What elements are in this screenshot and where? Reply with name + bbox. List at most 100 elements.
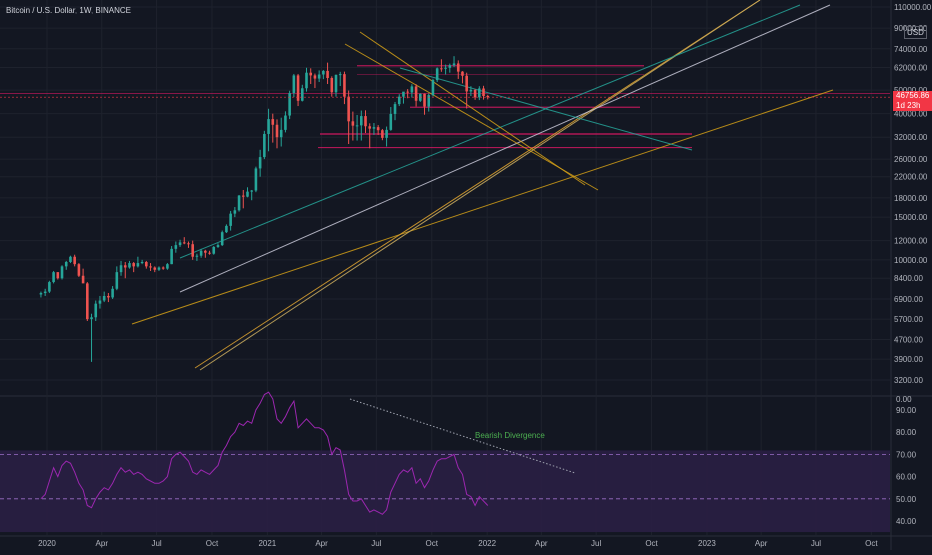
candle-body (170, 248, 173, 265)
time-tick-label: Oct (206, 539, 219, 548)
candle-body (393, 104, 397, 114)
price-tick-label: 15000.00 (894, 213, 928, 222)
rsi-tick-label: 50.00 (896, 495, 917, 504)
candle-body (309, 72, 313, 76)
time-tick-label: Oct (426, 539, 439, 548)
candle-body (119, 265, 123, 273)
trendline (359, 31, 586, 186)
price-tick-label: 3900.00 (894, 355, 923, 364)
candle-body (368, 126, 372, 129)
symbol-timeframe[interactable]: 1W (79, 6, 91, 15)
candle-body (98, 300, 102, 304)
time-tick-label: Apr (96, 539, 109, 548)
candle-body (397, 96, 401, 105)
candle-body (69, 256, 72, 262)
candle-body (136, 263, 140, 267)
candle-body (431, 80, 435, 96)
price-tick-label: 40000.00 (894, 110, 928, 119)
price-tick-label: 22000.00 (894, 173, 928, 182)
trendline (179, 4, 801, 259)
rsi-band (0, 450, 890, 533)
time-tick-label: Apr (755, 539, 768, 548)
candle-body (284, 115, 287, 130)
candle-body (385, 129, 388, 138)
candle-body (482, 88, 485, 96)
currency-badge[interactable]: USD (904, 26, 927, 39)
candle-body (406, 91, 409, 93)
candle-body (402, 91, 405, 97)
candle-body (486, 95, 490, 98)
candle-body (149, 266, 152, 268)
candle-body (465, 75, 468, 92)
candle-body (389, 113, 393, 130)
time-tick-label: Apr (315, 539, 328, 548)
rsi-tick-label: 60.00 (896, 473, 917, 482)
price-tick-label: 32000.00 (894, 133, 928, 142)
candle-body (435, 68, 439, 81)
candle-body (157, 267, 161, 270)
candle-body (246, 191, 249, 197)
rsi-line (40, 391, 489, 515)
candle-body (347, 96, 350, 122)
candle-body (43, 291, 47, 294)
price-tick-label: 8400.00 (894, 274, 923, 283)
symbol-pair[interactable]: Bitcoin / U.S. Dollar (6, 6, 75, 15)
time-tick-label: Apr (535, 539, 548, 548)
candle-body (296, 75, 300, 101)
candle-body (313, 75, 317, 79)
candle-body (132, 263, 135, 267)
candle-body (414, 86, 418, 101)
candle-body (161, 267, 165, 269)
candle-body (73, 256, 76, 265)
candle-body (456, 63, 460, 72)
price-tick-label: 74000.00 (894, 45, 928, 54)
candle-body (115, 272, 119, 289)
candle-body (195, 255, 199, 257)
candle-body (220, 232, 224, 246)
price-tick-label: 6900.00 (894, 295, 923, 304)
candle-body (250, 190, 254, 192)
candle-body (300, 88, 304, 101)
candle-body (338, 74, 342, 76)
candle-body (128, 263, 131, 268)
candle-body (39, 293, 43, 295)
candle-body (90, 317, 93, 320)
candle-body (469, 89, 473, 92)
candle-body (355, 125, 359, 127)
candle-body (279, 129, 283, 138)
candle-body (444, 67, 447, 69)
price-tick-label: 3200.00 (894, 376, 923, 385)
time-tick-label: 2023 (698, 539, 716, 548)
candle-body (326, 70, 329, 79)
price-tick-label: 10000.00 (894, 256, 928, 265)
candle-body (478, 88, 481, 98)
time-tick-label: Jul (151, 539, 161, 548)
candle-body (216, 245, 220, 247)
price-tick-label: 4700.00 (894, 335, 923, 344)
candle-body (56, 272, 60, 279)
trendline (199, 0, 761, 371)
candle-body (166, 264, 169, 269)
candle-body (102, 295, 106, 301)
candle-body (258, 157, 262, 169)
candle-body (107, 295, 110, 298)
price-tick-label: 50000.00 (894, 86, 928, 95)
candle-body (271, 119, 275, 125)
rsi-tick-label: 0.00 (896, 395, 912, 404)
rsi-tick-label: 90.00 (896, 406, 917, 415)
candle-body (322, 70, 325, 75)
rsi-tick-label: 80.00 (896, 428, 917, 437)
candle-body (123, 265, 127, 268)
candle-body (364, 116, 367, 127)
candle-body (254, 168, 258, 191)
price-tick-label: 62000.00 (894, 63, 928, 72)
candle-body (229, 213, 232, 226)
candle-body (263, 133, 266, 158)
rsi-tick-label: 70.00 (896, 450, 917, 459)
time-tick-label: Jul (371, 539, 381, 548)
candle-body (473, 89, 477, 98)
candle-body (275, 124, 279, 138)
time-tick-label: 2020 (38, 539, 56, 548)
candle-body (427, 95, 431, 107)
